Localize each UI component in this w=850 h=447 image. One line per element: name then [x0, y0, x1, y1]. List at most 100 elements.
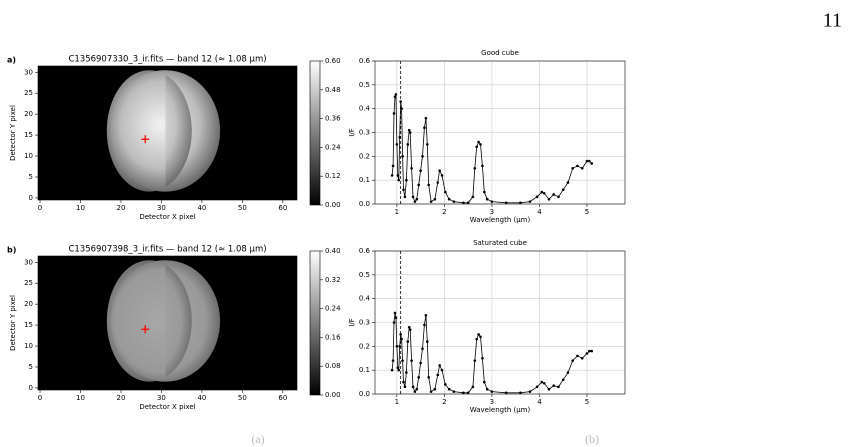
data-point: [444, 190, 447, 194]
data-point: [424, 314, 428, 317]
y-axis-label: Detector Y pixel: [9, 295, 17, 351]
data-point: [452, 390, 456, 393]
data-point: [401, 155, 404, 158]
data-point: [438, 169, 441, 172]
data-point: [475, 145, 479, 149]
data-point: [477, 333, 480, 336]
y-tick-label: 0.6: [359, 247, 371, 255]
data-point: [535, 385, 539, 389]
y-tick-label: 0.4: [359, 105, 371, 113]
x-tick-label: 50: [238, 204, 247, 212]
y-tick-label: 0.3: [359, 129, 370, 137]
y-tick-label: 15: [24, 131, 33, 139]
chart-title: Saturated cube: [473, 239, 527, 247]
data-point: [421, 347, 424, 351]
data-point: [429, 390, 433, 393]
x-tick-label: 5: [585, 208, 589, 216]
data-point: [588, 349, 591, 353]
data-point: [425, 340, 429, 343]
y-tick-label: 0: [29, 384, 33, 392]
data-point: [440, 368, 444, 372]
x-tick-label: 20: [117, 394, 126, 402]
data-point: [397, 368, 401, 372]
data-point: [479, 143, 482, 146]
data-point: [471, 195, 475, 199]
colorbar-tick-label: 0.40: [325, 247, 341, 255]
x-tick-label: 1: [395, 208, 399, 216]
x-tick-label: 20: [117, 204, 126, 212]
data-point: [399, 100, 402, 103]
y-tick-label: 0.1: [359, 366, 370, 374]
data-point: [427, 376, 431, 379]
data-point: [444, 383, 447, 386]
x-tick-label: 30: [157, 204, 166, 212]
colorbar-tick-label: 0.16: [325, 333, 341, 341]
data-point: [410, 359, 413, 362]
data-point: [417, 183, 421, 187]
data-point: [561, 188, 565, 191]
x-tick-label: 10: [76, 204, 85, 212]
data-point: [419, 169, 422, 172]
data-point: [462, 391, 465, 395]
x-tick-label: 0: [38, 394, 42, 402]
data-point: [471, 385, 475, 389]
data-point: [504, 391, 508, 395]
y-tick-label: 20: [24, 300, 33, 308]
y-tick-label: 0.0: [359, 200, 370, 208]
data-point: [392, 112, 396, 115]
y-tick-label: 30: [24, 68, 33, 76]
frame: [374, 250, 626, 395]
data-point: [410, 166, 413, 170]
data-point: [447, 387, 451, 391]
x-tick-label: 3: [490, 398, 494, 406]
data-point: [438, 364, 441, 367]
data-point: [540, 380, 544, 384]
y-tick-label: 5: [29, 173, 33, 181]
data-point: [392, 321, 396, 324]
data-point: [483, 190, 486, 194]
data-point: [462, 201, 465, 205]
x-tick-label: 50: [238, 394, 247, 402]
y-tick-label: 15: [24, 321, 33, 329]
colorbar-tick-label: 0.08: [325, 362, 341, 370]
y-tick-label: 10: [24, 342, 33, 350]
data-point: [481, 164, 484, 168]
data-point: [395, 143, 399, 146]
y-tick-label: 0.2: [359, 152, 370, 160]
x-tick-label: 4: [537, 208, 542, 216]
data-point: [417, 376, 421, 379]
data-point: [590, 349, 594, 353]
data-point: [401, 359, 404, 362]
data-point: [542, 381, 546, 385]
y-tick-label: 0.5: [359, 81, 370, 89]
data-point: [585, 352, 589, 355]
data-point: [447, 197, 451, 201]
frame: [37, 255, 298, 391]
data-point: [411, 385, 415, 389]
x-tick-label: 40: [197, 394, 206, 402]
data-point: [402, 380, 405, 384]
data-point: [390, 368, 394, 372]
data-point: [504, 201, 508, 205]
marker: [141, 135, 150, 144]
y-axis-label: I/F: [348, 128, 356, 136]
x-tick-label: 3: [490, 208, 494, 216]
data-point: [433, 387, 437, 391]
y-axis-label: I/F: [348, 318, 356, 326]
data-point: [528, 390, 532, 393]
data-point: [427, 183, 431, 187]
data-point: [440, 174, 444, 177]
y-tick-label: 25: [24, 279, 33, 287]
data-point: [436, 373, 440, 377]
data-point: [466, 391, 470, 395]
data-point: [391, 359, 395, 362]
y-tick-label: 0.4: [359, 295, 371, 303]
y-tick-label: 5: [29, 363, 33, 371]
data-point: [576, 164, 579, 168]
page-number: 11: [823, 10, 842, 32]
data-point: [483, 380, 486, 384]
data-point: [490, 390, 494, 393]
data-point: [485, 197, 489, 201]
data-point: [408, 131, 412, 134]
colorbar-tick-label: 0.48: [325, 86, 341, 94]
